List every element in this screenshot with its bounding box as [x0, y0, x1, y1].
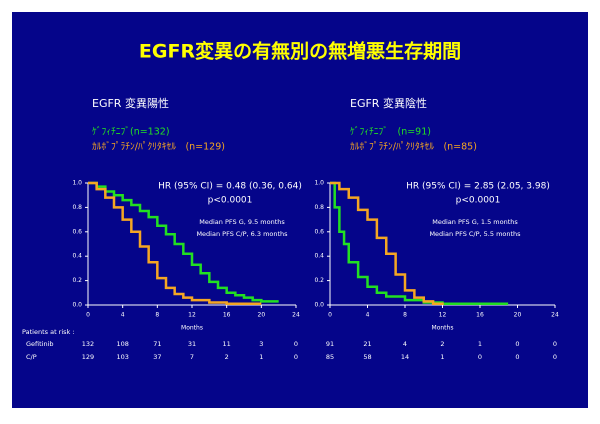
risk-count: 0 — [515, 340, 519, 348]
x-axis-label: Months — [181, 325, 203, 332]
y-tick-label: 1.0 — [72, 180, 82, 187]
risk-count: 31 — [188, 340, 196, 348]
risk-count: 14 — [401, 353, 409, 361]
x-tick-label: 8 — [403, 312, 407, 319]
annotation: HR (95% CI) = 0.48 (0.36, 0.64) — [158, 182, 302, 192]
x-tick-label: 4 — [121, 312, 125, 319]
y-tick-label: 0.0 — [72, 302, 82, 309]
survival-curve — [88, 181, 262, 306]
risk-count: 0 — [294, 353, 298, 361]
legend-entry: ｶﾙﾎﾞﾌﾟﾗﾁﾝ/ﾊﾟｸﾘﾀｷｾﾙ (n=85) — [350, 142, 477, 153]
risk-count: 85 — [326, 353, 334, 361]
risk-count: 71 — [153, 340, 161, 348]
y-tick-label: 0.4 — [314, 253, 324, 260]
legend-entry: ｶﾙﾎﾞﾌﾟﾗﾁﾝ/ﾊﾟｸﾘﾀｷｾﾙ (n=129) — [92, 142, 225, 153]
y-tick-label: 0.8 — [314, 204, 324, 211]
y-tick-label: 0.6 — [72, 228, 82, 235]
risk-count: 4 — [403, 340, 407, 348]
legend-entry: ｹﾞﾌｨﾁﾆﾌﾞ (n=91) — [350, 127, 431, 138]
risk-count: 0 — [478, 353, 482, 361]
y-tick-label: 1.0 — [314, 180, 324, 187]
risk-count: 21 — [363, 340, 371, 348]
y-tick-label: 0.2 — [72, 277, 82, 284]
slide-title: EGFR変異の有無別の無増悪生存期間 — [139, 40, 461, 63]
x-tick-label: 16 — [476, 312, 484, 319]
x-tick-label: 8 — [155, 312, 159, 319]
risk-count: 0 — [553, 353, 557, 361]
x-tick-label: 4 — [366, 312, 370, 319]
y-tick-label: 0.6 — [314, 228, 324, 235]
chart-subtitle: EGFR 変異陽性 — [92, 96, 169, 110]
risk-count: 103 — [116, 353, 128, 361]
y-tick-label: 0.0 — [314, 302, 324, 309]
risk-count: 108 — [116, 340, 128, 348]
x-tick-label: 20 — [514, 312, 522, 319]
annotation: p<0.0001 — [208, 196, 253, 206]
risk-count: 129 — [82, 353, 94, 361]
x-tick-label: 12 — [439, 312, 447, 319]
risk-count: 1 — [478, 340, 482, 348]
risk-count: 1 — [259, 353, 263, 361]
x-tick-label: 0 — [328, 312, 332, 319]
risk-count: 0 — [294, 340, 298, 348]
risk-count: 0 — [515, 353, 519, 361]
x-axis-label: Months — [432, 325, 454, 332]
annotation: p<0.0001 — [456, 196, 501, 206]
slide-background — [12, 12, 588, 408]
risk-count: 1 — [440, 353, 444, 361]
x-tick-label: 16 — [223, 312, 231, 319]
survival-curve — [330, 181, 444, 306]
x-tick-label: 24 — [551, 312, 559, 319]
annotation: Median PFS G, 9.5 months — [199, 218, 285, 226]
x-tick-label: 0 — [86, 312, 90, 319]
risk-header: Patients at risk : — [22, 328, 75, 336]
risk-row-label: Gefitinib — [26, 340, 54, 348]
annotation: Median PFS G, 1.5 months — [432, 218, 518, 226]
x-tick-label: 20 — [258, 312, 266, 319]
risk-count: 132 — [82, 340, 94, 348]
annotation: Median PFS C/P, 5.5 months — [429, 230, 521, 238]
annotation: HR (95% CI) = 2.85 (2.05, 3.98) — [406, 182, 550, 192]
risk-count: 37 — [153, 353, 161, 361]
x-tick-label: 12 — [188, 312, 196, 319]
y-tick-label: 0.2 — [314, 277, 324, 284]
risk-count: 0 — [553, 340, 557, 348]
legend-entry: ｹﾞﾌｨﾁﾆﾌﾞ(n=132) — [92, 127, 170, 138]
risk-count: 2 — [225, 353, 229, 361]
risk-count: 91 — [326, 340, 334, 348]
risk-count: 11 — [223, 340, 231, 348]
y-tick-label: 0.4 — [72, 253, 82, 260]
risk-row-label: C/P — [26, 353, 37, 361]
risk-count: 7 — [190, 353, 194, 361]
risk-count: 2 — [440, 340, 444, 348]
survival-curve — [88, 181, 279, 303]
x-tick-label: 24 — [292, 312, 300, 319]
risk-count: 58 — [363, 353, 371, 361]
chart-subtitle: EGFR 変異陰性 — [350, 96, 427, 110]
annotation: Median PFS C/P, 6.3 months — [196, 230, 288, 238]
risk-count: 3 — [259, 340, 263, 348]
y-tick-label: 0.8 — [72, 204, 82, 211]
